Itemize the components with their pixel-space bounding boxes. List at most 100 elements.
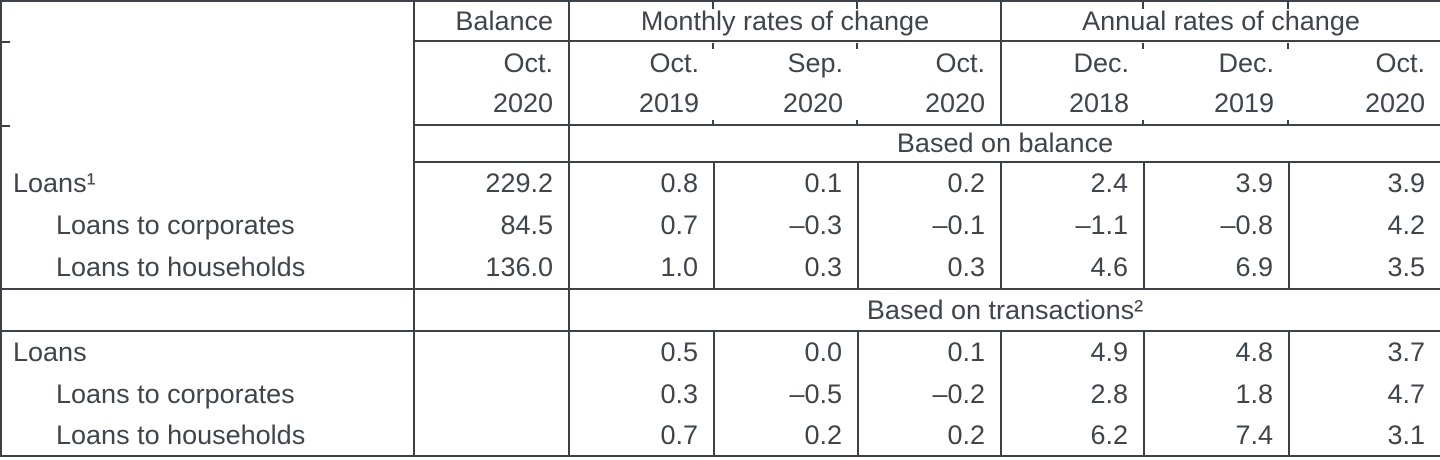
column-group-annual: Annual rates of change (1000, 1, 1440, 42)
column-border-tick (1142, 43, 1144, 49)
left-border-tick (0, 41, 10, 43)
column-border-tick (1142, 120, 1144, 126)
row-label: Loans to corporates (56, 378, 295, 409)
column-border-tick (856, 43, 858, 49)
column-border-tick (1142, 2, 1144, 9)
table-row-corporates-transactions: Loans to corporates 0.3 –0.5 –0.2 2.8 1.… (1, 373, 1440, 415)
section-header-balance: Based on balance (567, 125, 1440, 163)
period-year: 2020 (1364, 88, 1426, 118)
rate-value: 3.1 (1288, 415, 1440, 456)
period-header-annual-1: Dec. 2018 (1000, 41, 1145, 126)
table-row-households-balance: Loans to households 136.0 1.0 0.3 0.3 4.… (1, 246, 1440, 289)
rate-value: 0.2 (856, 162, 1002, 204)
rate-value: –0.5 (713, 373, 858, 415)
balance-value (413, 331, 569, 373)
table-row-households-transactions: Loans to households 0.7 0.2 0.2 6.2 7.4 … (1, 415, 1440, 456)
rate-value: –0.8 (1143, 204, 1290, 246)
rate-value: 1.8 (1143, 373, 1290, 415)
period-month: Sep. (787, 48, 843, 78)
empty-balance-cell (413, 125, 569, 163)
period-year: 2019 (638, 88, 699, 118)
period-month: Oct. (503, 48, 553, 78)
period-month: Dec. (1073, 48, 1130, 78)
period-header-annual-3: Oct. 2020 (1289, 41, 1440, 126)
rate-value: 0.7 (568, 415, 714, 456)
period-month: Dec. (1218, 48, 1275, 78)
row-label: Loans (13, 337, 87, 367)
rate-value: 6.9 (1143, 246, 1290, 289)
period-year: 2020 (782, 88, 843, 118)
row-label: Loans to households (56, 251, 306, 282)
rate-value: 0.1 (856, 331, 1002, 373)
period-header-annual-2: Dec. 2019 (1144, 41, 1290, 126)
rate-value: 0.0 (713, 331, 858, 373)
column-header-balance: Balance (413, 1, 569, 42)
period-header-monthly-1: Oct. 2019 (568, 41, 714, 126)
column-border-tick (856, 2, 858, 9)
rate-value: 4.8 (1143, 331, 1290, 373)
rate-value: 4.2 (1288, 204, 1440, 246)
balance-value: 84.5 (413, 204, 569, 246)
period-header-monthly-2: Sep. 2020 (714, 41, 858, 126)
rate-value: 0.2 (856, 415, 1002, 456)
table-row-loans-balance: Loans¹ 229.2 0.8 0.1 0.2 2.4 3.9 3.9 (1, 162, 1440, 204)
rate-value: 0.7 (568, 204, 714, 246)
rate-value: 7.4 (1143, 415, 1290, 456)
column-border-tick (712, 43, 714, 49)
column-border-tick (856, 120, 858, 126)
column-border-tick (1287, 2, 1289, 9)
rate-value: 4.6 (1000, 246, 1145, 289)
rate-value: 0.3 (713, 246, 858, 289)
rate-value: 0.8 (568, 162, 714, 204)
rate-value: 0.3 (568, 373, 714, 415)
section-header-transactions: Based on transactions² (567, 288, 1440, 332)
stub-corner-cell (1, 1, 414, 162)
rate-value: 3.9 (1143, 162, 1290, 204)
section-row-balance: Based on balance (1, 125, 1440, 163)
rate-value: 4.9 (1000, 331, 1145, 373)
rate-value: –1.1 (1000, 204, 1145, 246)
period-month: Oct. (649, 48, 699, 78)
period-year: 2020 (924, 88, 986, 118)
column-border-tick (1287, 43, 1289, 49)
period-month: Oct. (935, 48, 986, 78)
column-border-tick (1287, 120, 1289, 126)
header-row-groups: Balance Monthly rates of change Annual r… (1, 1, 1440, 42)
rate-value: 0.5 (568, 331, 714, 373)
row-label: Loans¹ (13, 167, 96, 198)
column-group-monthly: Monthly rates of change (567, 1, 1002, 42)
column-border-tick (712, 120, 714, 126)
rate-value: 3.9 (1288, 162, 1440, 204)
period-header-monthly-3: Oct. 2020 (858, 41, 1002, 126)
period-year: 2020 (492, 88, 553, 118)
rate-value: 3.7 (1288, 331, 1440, 373)
column-border-tick (712, 2, 714, 9)
balance-value: 136.0 (413, 246, 569, 289)
balance-value (413, 373, 569, 415)
rate-value: 0.1 (713, 162, 858, 204)
balance-value: 229.2 (413, 162, 569, 204)
rate-value: 6.2 (1000, 415, 1145, 456)
period-year: 2018 (1068, 88, 1130, 118)
rate-value: 0.3 (856, 246, 1002, 289)
row-label: Loans to households (56, 419, 306, 450)
empty-label-cell (1, 288, 414, 332)
rate-value: –0.2 (856, 373, 1002, 415)
rate-value: 3.5 (1288, 246, 1440, 289)
empty-balance-cell (413, 288, 569, 332)
rate-value: 2.4 (1000, 162, 1145, 204)
balance-value (413, 415, 569, 456)
rate-value: 2.8 (1000, 373, 1145, 415)
rate-value: –0.1 (856, 204, 1002, 246)
rate-value: 4.7 (1288, 373, 1440, 415)
rate-value: 0.2 (713, 415, 858, 456)
rate-value: 1.0 (568, 246, 714, 289)
section-row-transactions: Based on transactions² (1, 288, 1440, 332)
header-row-periods: Oct. 2020 Oct. 2019 Sep. 2020 Oct. 2020 … (1, 41, 1440, 126)
table-row-corporates-balance: Loans to corporates 84.5 0.7 –0.3 –0.1 –… (1, 204, 1440, 246)
rate-value: –0.3 (713, 204, 858, 246)
left-border-tick (0, 125, 10, 127)
row-label: Loans to corporates (56, 209, 295, 240)
